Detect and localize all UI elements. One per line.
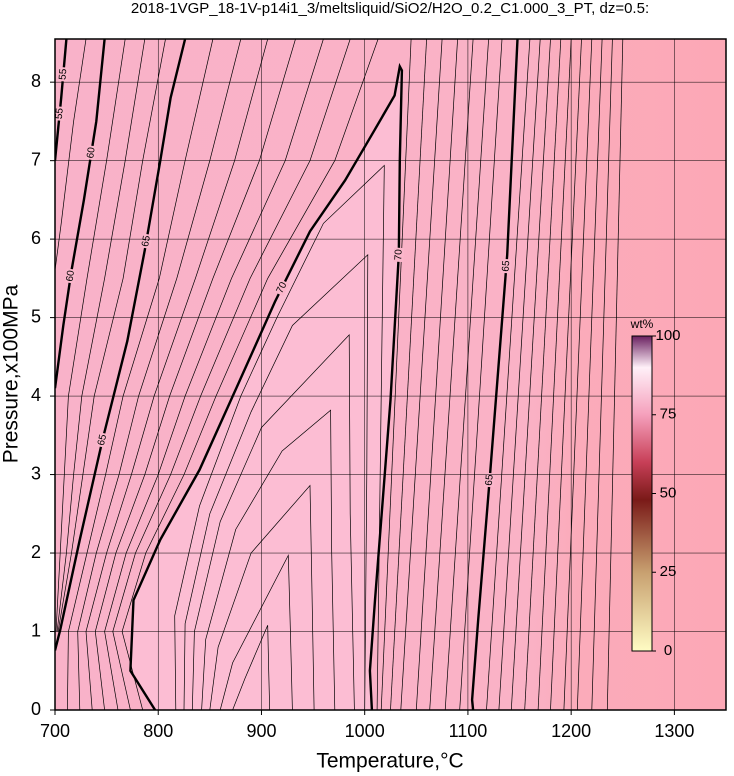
contour-line <box>94 39 296 710</box>
contour-line <box>219 554 293 710</box>
contour-line <box>429 39 474 710</box>
contour-label-bg <box>55 106 66 122</box>
contour-label: 60 <box>85 146 98 159</box>
y-tick-label: 3 <box>31 463 41 483</box>
contour-label: 60 <box>65 269 78 282</box>
contour-label: 55 <box>57 68 69 80</box>
contour-label: 55 <box>54 107 66 120</box>
x-axis-label: Temperature,°C <box>316 750 463 773</box>
y-tick-label: 0 <box>31 699 41 719</box>
contour-line <box>510 39 551 710</box>
y-tick-label: 5 <box>31 306 41 326</box>
contour-label-bg <box>64 268 77 284</box>
contour-label: 65 <box>484 474 496 486</box>
x-tick-label: 900 <box>246 721 276 741</box>
contour-line-major <box>55 39 187 651</box>
x-tick-label: 700 <box>40 721 70 741</box>
colorbar-tick-label: 100 <box>655 327 680 344</box>
contour-label: 70 <box>275 280 290 295</box>
y-tick-label: 6 <box>31 228 41 248</box>
contour-label: 65 <box>500 260 512 272</box>
contour-line-major <box>470 39 519 710</box>
contour-label: 65 <box>140 234 153 247</box>
contour-line <box>380 39 412 710</box>
chart-title: 2018-1VGP_18-1V-p14i1_3/meltsliquid/SiO2… <box>131 0 649 17</box>
x-tick-label: 1300 <box>654 721 694 741</box>
contour-line <box>576 39 603 710</box>
contour-label-bg <box>274 279 290 297</box>
colorbar-tick-label: 25 <box>660 563 677 580</box>
contour-line <box>400 39 443 710</box>
x-tick-label: 1100 <box>449 721 488 741</box>
x-tick-label: 800 <box>143 721 173 741</box>
contour-line <box>591 39 613 710</box>
colorbar-tick-label: 50 <box>660 484 677 501</box>
contour-label-bg <box>85 145 98 161</box>
plot-frame <box>54 38 727 711</box>
contour-line <box>486 39 531 710</box>
y-axis-label: Pressure,x100MPa <box>0 284 23 463</box>
contour-label-bg <box>393 247 405 263</box>
contour-line <box>444 39 489 710</box>
contour-line <box>459 39 503 710</box>
contour-line <box>183 253 369 710</box>
colorbar-tick-label: 75 <box>660 406 677 423</box>
contour-line <box>104 39 324 710</box>
contour-line <box>77 39 242 710</box>
contour-region <box>130 66 402 710</box>
y-tick-label: 7 <box>31 149 41 169</box>
y-tick-label: 4 <box>31 385 41 405</box>
colorbar <box>631 335 653 652</box>
contour-line <box>209 484 315 710</box>
contour-line <box>524 39 562 710</box>
contour-label-bg <box>140 233 153 249</box>
y-tick-label: 8 <box>31 71 41 91</box>
plot-area: 55 55 60 60 65 65 70 70 65 65 <box>54 39 624 710</box>
colorbar-label: wt% <box>630 317 654 331</box>
contour-line <box>415 39 458 710</box>
x-tick-label: 1200 <box>551 721 591 741</box>
contour-line <box>112 39 351 710</box>
contour-line <box>67 39 214 710</box>
y-tick-label: 2 <box>31 542 41 562</box>
contour-label-bg <box>484 472 496 488</box>
contour-line-major <box>55 39 68 161</box>
contour-line <box>121 39 379 710</box>
contour-label: 70 <box>393 249 405 261</box>
contour-line-major <box>129 62 404 710</box>
contour-line <box>563 39 593 710</box>
y-tick-label: 1 <box>31 620 41 640</box>
contour-line <box>232 625 271 710</box>
contour-line <box>550 39 582 710</box>
contour-line <box>85 39 269 710</box>
contour-label-bg <box>96 432 109 448</box>
contour-line <box>606 39 624 710</box>
contour-label-bg <box>500 258 512 274</box>
contour-line <box>55 39 87 271</box>
colorbar-tick-label: 0 <box>664 642 672 659</box>
x-tick-label: 1000 <box>345 721 385 741</box>
contour-line <box>537 39 572 710</box>
contour-line <box>390 39 427 710</box>
contour-label: 65 <box>96 433 109 447</box>
contour-line <box>498 39 541 710</box>
contour-label-bg <box>57 66 69 82</box>
